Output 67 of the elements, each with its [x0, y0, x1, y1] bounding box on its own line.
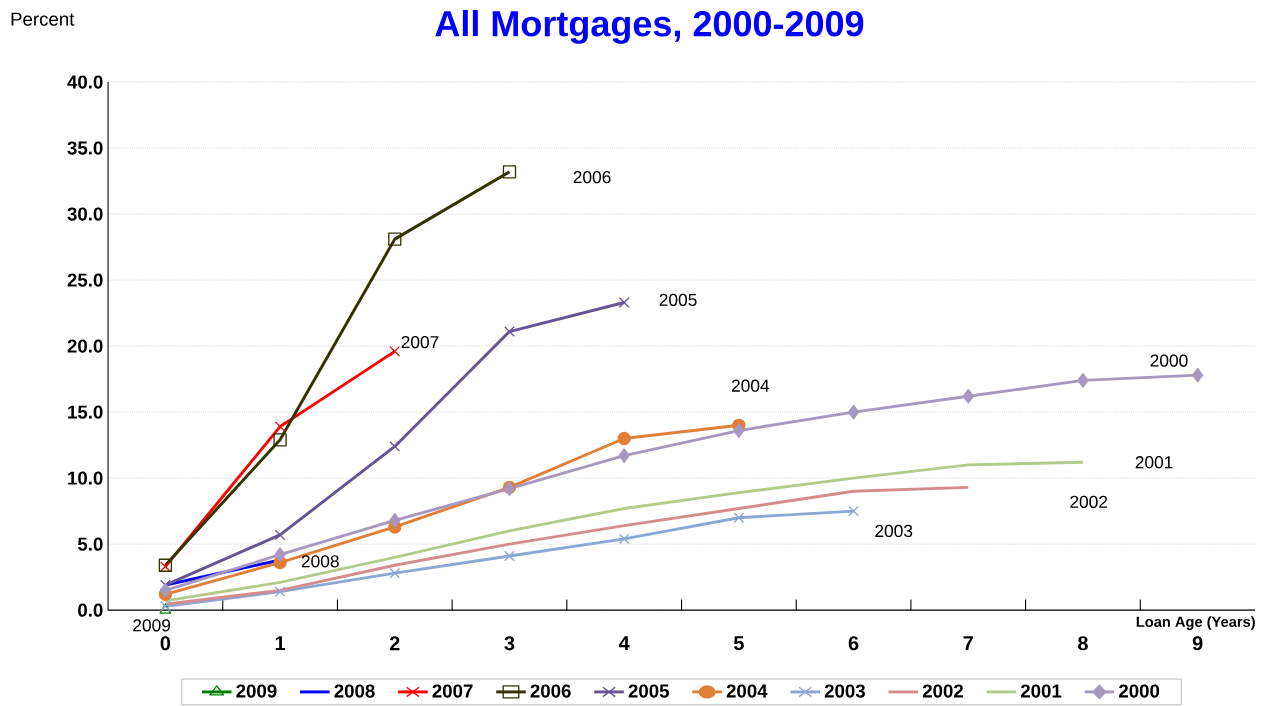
- y-tick-label: 0.0: [78, 603, 103, 618]
- x-tick-label: 3: [504, 636, 515, 651]
- point: [388, 232, 402, 247]
- point: [159, 583, 172, 598]
- legend-label: 2009: [236, 684, 277, 698]
- x-tick-label: 5: [733, 636, 744, 651]
- chart-title: All Mortgages, 2000-2009: [435, 10, 864, 45]
- point: [618, 533, 630, 545]
- point: [389, 346, 401, 357]
- point: [274, 529, 286, 541]
- y-tick-label: 40.0: [67, 75, 103, 89]
- point: [1077, 373, 1089, 388]
- annotation: 2005: [659, 293, 697, 307]
- y-tick-label: 25.0: [67, 273, 103, 287]
- legend-label: 2008: [334, 684, 375, 698]
- legend-label: 2004: [726, 684, 768, 698]
- y-tick-label: 5.0: [77, 537, 103, 551]
- legend-label: 2005: [628, 684, 669, 698]
- text: 2009: [133, 619, 171, 632]
- annotation: 2002: [1070, 495, 1108, 509]
- point: [618, 448, 630, 464]
- point: [847, 405, 860, 420]
- line-series: [163, 486, 970, 606]
- point: [962, 389, 974, 404]
- annotation: 2008: [301, 555, 339, 568]
- x-tick-label: 8: [1078, 636, 1088, 651]
- point: [618, 297, 630, 309]
- y-tick-label: 10.0: [68, 471, 103, 485]
- x-tick-label: 0: [160, 636, 171, 651]
- x-tick-label: 1: [275, 636, 286, 651]
- legend-label: 2007: [432, 684, 473, 698]
- legend-label: 2002: [922, 684, 963, 698]
- annotation: 2003: [875, 525, 913, 538]
- point: [504, 326, 515, 338]
- annotation: 2004: [731, 379, 770, 393]
- legend-label: 2006: [530, 684, 571, 698]
- annotation: 2001: [1135, 456, 1173, 469]
- point: [504, 550, 515, 562]
- point: [733, 512, 745, 524]
- x-tick-label: 6: [848, 636, 859, 651]
- point: [1191, 368, 1204, 383]
- y-axis-title: Percent: [11, 12, 75, 26]
- x-axis-title: Loan Age (Years): [1136, 616, 1255, 631]
- annotation: 2006: [573, 171, 611, 184]
- point: [389, 513, 401, 528]
- x-tick-label: 9: [1192, 636, 1203, 651]
- y-tick-label: 30.0: [67, 207, 103, 221]
- point: [274, 586, 286, 598]
- point: [273, 433, 287, 447]
- point: [733, 423, 745, 439]
- point: [274, 547, 286, 563]
- point: [502, 165, 517, 179]
- point: [274, 421, 286, 433]
- y-tick-label: 15.0: [68, 405, 103, 419]
- annotation: 2007: [401, 336, 439, 349]
- point: [848, 505, 859, 517]
- y-tick-label: 35.0: [67, 141, 103, 155]
- annotation: 2000: [1150, 354, 1188, 367]
- legend-label: 2001: [1020, 684, 1062, 698]
- point: [617, 432, 631, 446]
- x-tick-label: 2: [389, 636, 400, 651]
- y-tick-label: 20.0: [67, 339, 103, 353]
- legend-label: 2003: [824, 684, 865, 698]
- x-tick-label: 7: [963, 636, 973, 651]
- legend-label: 2000: [1118, 684, 1160, 698]
- point: [389, 568, 401, 579]
- x-tick-label: 4: [618, 636, 630, 651]
